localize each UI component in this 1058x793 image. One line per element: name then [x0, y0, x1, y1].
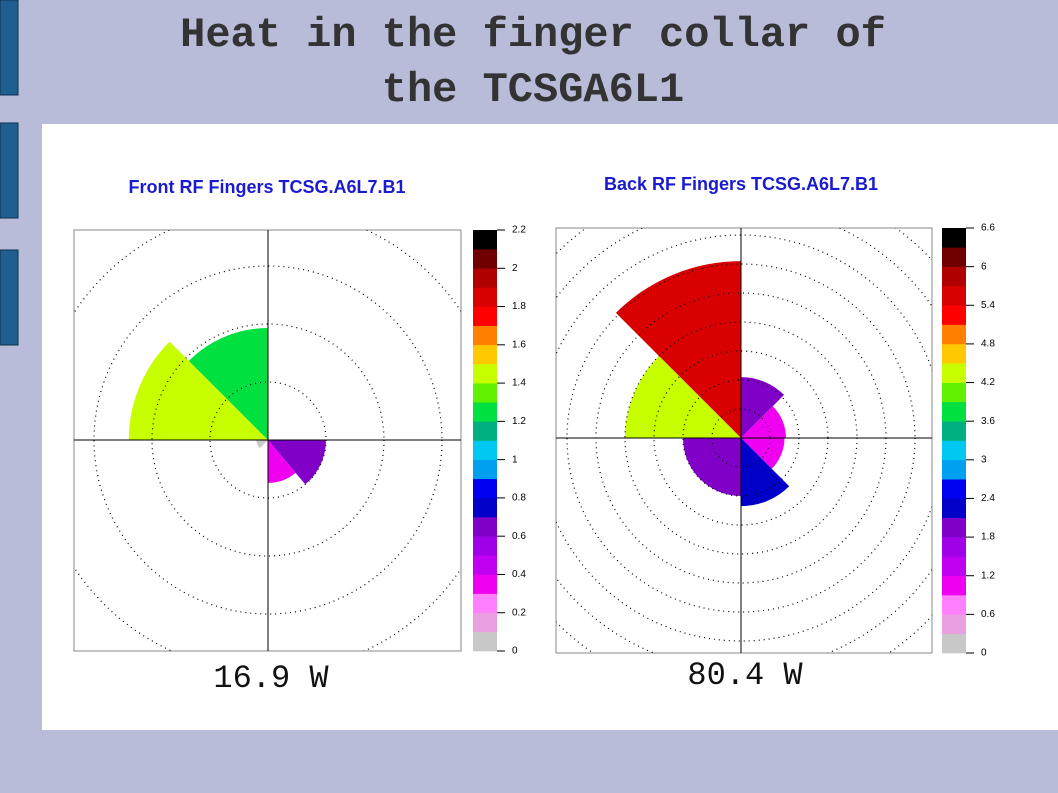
colorbar-band: [473, 459, 497, 480]
colorbar-label: 2.4: [981, 493, 995, 504]
colorbar-label: 3: [981, 454, 987, 465]
colorbar-band: [942, 517, 966, 538]
colorbar-label: 4.2: [981, 377, 995, 388]
sector: [625, 355, 741, 438]
colorbar-band: [942, 401, 966, 422]
colorbar-band: [942, 575, 966, 596]
colorbar-band: [473, 421, 497, 441]
colorbar-label: 3.6: [981, 416, 995, 427]
colorbar-band: [942, 614, 966, 634]
side-tab: [0, 122, 19, 219]
sector: [128, 341, 268, 440]
colorbar-band: [942, 556, 966, 577]
colorbar-label: 0.4: [512, 569, 526, 580]
chart-title: Back RF Fingers TCSG.A6L7.B1: [604, 174, 878, 194]
colorbar-band: [473, 268, 497, 288]
colorbar-band: [942, 537, 966, 557]
sector: [268, 440, 296, 483]
colorbar-label: 1: [512, 454, 518, 465]
colorbar-band: [942, 247, 966, 267]
colorbar-band: [942, 363, 966, 383]
slide-title: Heat in the finger collar of: [180, 11, 886, 59]
sector: [188, 328, 268, 440]
colorbar-band: [473, 230, 497, 250]
side-tab: [0, 249, 19, 346]
colorbar-label: 1.2: [512, 416, 526, 427]
sector: [741, 438, 790, 507]
colorbar-band: [942, 285, 966, 306]
sector: [741, 406, 786, 438]
sector: [741, 377, 785, 438]
colorbar-label: 0.6: [981, 609, 995, 620]
colorbar-band: [942, 479, 966, 499]
colorbar-band: [942, 324, 966, 345]
colorbar-band: [473, 631, 497, 652]
colorbar-band: [473, 536, 497, 556]
chart-title: Front RF Fingers TCSG.A6L7.B1: [128, 177, 405, 197]
colorbar-band: [473, 402, 497, 422]
colorbar-label: 0: [981, 648, 987, 659]
colorbar-label: 0.2: [512, 607, 526, 618]
colorbar-band: [942, 498, 966, 519]
colorbar-label: 1.6: [512, 339, 526, 350]
colorbar-band: [942, 266, 966, 287]
colorbar-band: [473, 325, 497, 346]
colorbar-band: [473, 344, 497, 365]
colorbar-band: [473, 249, 497, 269]
plot-area: [556, 228, 932, 653]
colorbar-band: [473, 593, 497, 614]
colorbar-band: [473, 612, 497, 633]
colorbar-label: 1.2: [981, 570, 995, 581]
colorbar-label: 0.6: [512, 531, 526, 542]
colorbar-band: [942, 459, 966, 480]
colorbar-band: [942, 595, 966, 615]
colorbar-band: [942, 343, 966, 364]
colorbar-label: 1.8: [512, 301, 526, 312]
colorbar-label: 1.4: [512, 378, 526, 389]
sector: [683, 438, 741, 496]
sector: [741, 438, 785, 469]
colorbar-band: [473, 440, 497, 460]
colorbar-band: [942, 382, 966, 403]
colorbar-label: 5.4: [981, 300, 995, 311]
colorbar-band: [473, 363, 497, 384]
caption: 16.9 W: [213, 660, 329, 697]
colorbar-label: 0.8: [512, 493, 526, 504]
colorbar-band: [942, 305, 966, 325]
colorbar-label: 6: [981, 261, 987, 272]
sector: [256, 440, 268, 449]
colorbar-band: [473, 383, 497, 403]
colorbar-band: [473, 287, 497, 307]
colorbar-band: [473, 306, 497, 326]
side-tab: [0, 0, 19, 96]
colorbar-label: 2.2: [512, 225, 526, 236]
colorbar-label: 0: [512, 646, 518, 657]
caption: 80.4 W: [687, 657, 803, 694]
colorbar-band: [942, 633, 966, 654]
sector: [268, 440, 326, 485]
slide-title: the TCSGA6L1: [382, 66, 684, 114]
colorbar-band: [473, 497, 497, 518]
colorbar-band: [473, 555, 497, 575]
colorbar-label: 4.8: [981, 339, 995, 350]
colorbar-band: [942, 421, 966, 441]
colorbar-band: [473, 478, 497, 499]
sector: [615, 261, 741, 438]
plot-area: [74, 230, 461, 651]
colorbar-band: [942, 440, 966, 461]
colorbar-label: 2: [512, 263, 518, 274]
colorbar-band: [473, 574, 497, 594]
colorbar-band: [473, 517, 497, 537]
colorbar-label: 6.6: [981, 223, 995, 234]
colorbar-label: 1.8: [981, 532, 995, 543]
colorbar-band: [942, 228, 966, 248]
